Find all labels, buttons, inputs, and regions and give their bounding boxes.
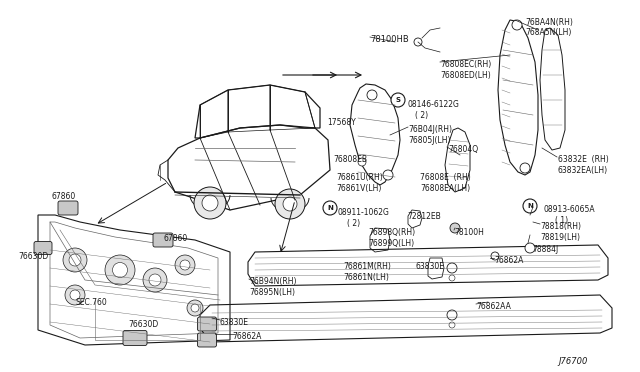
Circle shape: [143, 268, 167, 292]
Circle shape: [175, 255, 195, 275]
Circle shape: [447, 310, 457, 320]
Text: 76862A: 76862A: [494, 256, 524, 265]
Circle shape: [191, 304, 199, 312]
Text: 76861M(RH): 76861M(RH): [343, 262, 391, 271]
Text: 76861U(RH): 76861U(RH): [336, 173, 383, 182]
FancyBboxPatch shape: [198, 317, 216, 331]
Circle shape: [69, 254, 81, 266]
FancyBboxPatch shape: [153, 233, 173, 247]
Text: 67860: 67860: [163, 234, 188, 243]
Circle shape: [65, 285, 85, 305]
Circle shape: [187, 300, 203, 316]
Text: 17568Y: 17568Y: [327, 118, 356, 127]
Text: 76895N(LH): 76895N(LH): [249, 288, 295, 297]
FancyBboxPatch shape: [198, 333, 216, 347]
Circle shape: [450, 223, 460, 233]
Circle shape: [70, 290, 80, 300]
Circle shape: [391, 93, 405, 107]
Text: ( 2): ( 2): [347, 219, 360, 228]
Text: 76808EC(RH): 76808EC(RH): [440, 60, 492, 69]
Text: 76862AA: 76862AA: [476, 302, 511, 311]
Text: 67860: 67860: [52, 192, 76, 201]
Text: 76805J(LH): 76805J(LH): [408, 136, 451, 145]
Text: 78818(RH): 78818(RH): [540, 222, 581, 231]
Text: 76B94N(RH): 76B94N(RH): [249, 277, 296, 286]
Text: 76862A: 76862A: [232, 332, 261, 341]
Circle shape: [105, 255, 135, 285]
Circle shape: [383, 170, 393, 180]
Circle shape: [523, 199, 537, 213]
Text: 72812EB: 72812EB: [407, 212, 441, 221]
Text: 76861N(LH): 76861N(LH): [343, 273, 389, 282]
Text: 76898Q(RH): 76898Q(RH): [368, 228, 415, 237]
Circle shape: [323, 201, 337, 215]
Text: 76B04J(RH): 76B04J(RH): [408, 125, 452, 134]
FancyBboxPatch shape: [58, 201, 78, 215]
Text: 08911-1062G: 08911-1062G: [337, 208, 389, 217]
FancyBboxPatch shape: [123, 330, 147, 346]
Text: 76804Q: 76804Q: [448, 145, 478, 154]
Text: 768A5N(LH): 768A5N(LH): [525, 28, 572, 37]
Text: 63830E: 63830E: [219, 318, 248, 327]
Text: ( 1): ( 1): [555, 216, 568, 225]
Text: S: S: [396, 97, 401, 103]
Circle shape: [275, 189, 305, 219]
Text: 08913-6065A: 08913-6065A: [543, 205, 595, 214]
Text: 63830E: 63830E: [415, 262, 444, 271]
Text: SEC.760: SEC.760: [75, 298, 107, 307]
Circle shape: [449, 275, 455, 281]
Text: 78819(LH): 78819(LH): [540, 233, 580, 242]
FancyBboxPatch shape: [34, 241, 52, 254]
Text: 76808EA(LH): 76808EA(LH): [420, 184, 470, 193]
Text: 63832EA(LH): 63832EA(LH): [558, 166, 608, 175]
Text: 63832E  (RH): 63832E (RH): [558, 155, 609, 164]
Text: 76630D: 76630D: [128, 320, 158, 329]
Text: 76BA4N(RH): 76BA4N(RH): [525, 18, 573, 27]
Text: 76899Q(LH): 76899Q(LH): [368, 239, 414, 248]
Text: 78100HB: 78100HB: [370, 35, 409, 44]
Text: 76808ED(LH): 76808ED(LH): [440, 71, 491, 80]
Circle shape: [512, 20, 522, 30]
Text: 76861V(LH): 76861V(LH): [336, 184, 381, 193]
Text: 08146-6122G: 08146-6122G: [408, 100, 460, 109]
Circle shape: [63, 248, 87, 272]
Circle shape: [113, 263, 127, 278]
Circle shape: [283, 197, 297, 211]
Circle shape: [202, 195, 218, 211]
Circle shape: [149, 274, 161, 286]
Circle shape: [180, 260, 190, 270]
Text: 76808E  (RH): 76808E (RH): [420, 173, 471, 182]
Circle shape: [491, 252, 499, 260]
Circle shape: [449, 322, 455, 328]
Circle shape: [414, 38, 422, 46]
Text: 78884J: 78884J: [532, 245, 558, 254]
Circle shape: [194, 187, 226, 219]
Text: J76700: J76700: [558, 357, 588, 366]
Circle shape: [358, 158, 366, 166]
Circle shape: [447, 263, 457, 273]
Text: 78100H: 78100H: [454, 228, 484, 237]
Text: N: N: [327, 205, 333, 211]
Text: ( 2): ( 2): [415, 111, 428, 120]
Circle shape: [367, 90, 377, 100]
Circle shape: [525, 243, 535, 253]
Text: 76808EB: 76808EB: [333, 155, 367, 164]
Text: N: N: [527, 203, 533, 209]
Text: 76630D: 76630D: [18, 252, 48, 261]
Circle shape: [520, 163, 530, 173]
